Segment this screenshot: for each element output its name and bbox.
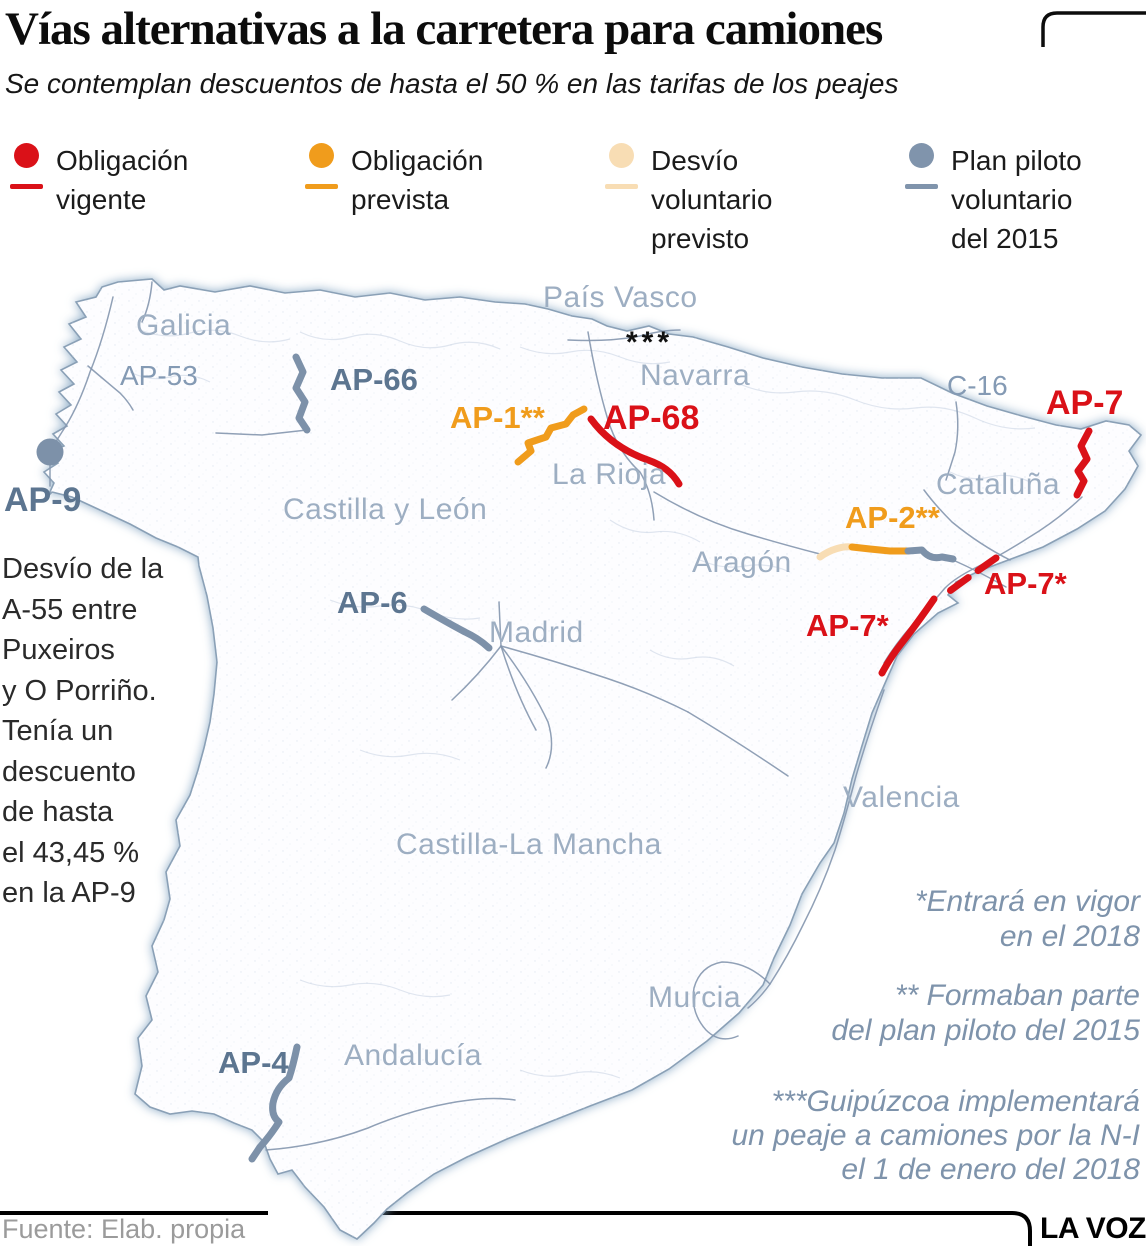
legend-dot-icon	[309, 143, 334, 168]
road-label-ap4: AP-4	[218, 1045, 289, 1080]
legend-dot-icon	[609, 143, 634, 168]
road-ap6-line	[420, 605, 493, 652]
road-label-ap6: AP-6	[337, 585, 408, 620]
road-label-c16: C-16	[947, 370, 1008, 401]
brand-logo: LA VOZ	[1040, 1212, 1146, 1245]
region-label-castilla-y-leon: Castilla y León	[283, 493, 488, 526]
region-label-madrid: Madrid	[489, 616, 584, 649]
annotation-line: descuento	[2, 755, 136, 788]
annotation-line: y O Porriño.	[2, 674, 157, 707]
region-label-andalucia: Andalucía	[344, 1039, 482, 1072]
region-label-galicia: Galicia	[136, 309, 232, 342]
ap9-annotation: Desvío de la A-55 entre Puxeiros y O Por…	[2, 549, 163, 914]
region-label-murcia: Murcia	[648, 981, 742, 1014]
region-label-aragon: Aragón	[692, 546, 792, 579]
legend-label: Obligación prevista	[351, 145, 484, 215]
legend-item-obligacion-vigente: Obligación vigente	[8, 141, 214, 219]
legend-dash-icon	[305, 184, 338, 189]
page-subtitle: Se contemplan descuentos de hasta el 50 …	[5, 68, 899, 99]
road-ap7-south-line	[878, 595, 938, 677]
region-label-castilla-la-mancha: Castilla-La Mancha	[396, 828, 662, 861]
footnote-line: en el 2018	[999, 920, 1140, 953]
region-label-navarra: Navarra	[640, 359, 751, 392]
region-label-valencia: Valencia	[843, 781, 960, 814]
footnote-line: del plan piloto del 2015	[831, 1014, 1140, 1047]
region-label-la-rioja: La Rioja	[552, 458, 667, 491]
region-label-cataluna: Cataluña	[936, 468, 1061, 501]
footnote-vigor-2018: *Entrará en vigor en el 2018	[915, 884, 1140, 954]
road-label-ap9: AP-9	[4, 481, 82, 519]
road-label-ap68: AP-68	[603, 399, 700, 437]
legend-dash-icon	[605, 184, 638, 189]
footnote-plan-piloto: ** Formaban parte del plan piloto del 20…	[831, 978, 1140, 1048]
road-label-ap2: AP-2**	[845, 500, 940, 535]
legend-label: Obligación vigente	[56, 145, 189, 215]
legend-item-obligacion-prevista: Obligación prevista	[303, 141, 509, 219]
header-bracket	[1041, 11, 1146, 47]
minor-roads	[49, 281, 1083, 1151]
annotation-line: de hasta	[2, 796, 114, 828]
footnote-line: ** Formaban parte	[894, 979, 1140, 1012]
road-ap4-line	[248, 1043, 301, 1163]
legend-label: Plan piloto voluntario del 2015	[951, 145, 1082, 254]
annotation-line: en la AP-9	[2, 877, 136, 909]
footer-rule-left	[0, 1211, 268, 1215]
legend-dot-icon	[909, 143, 934, 168]
legend-dash-icon	[905, 184, 938, 189]
road-ap68-line	[587, 415, 683, 488]
footnote-line: el 1 de enero del 2018	[841, 1153, 1140, 1186]
road-label-ap7-north: AP-7	[1046, 384, 1124, 422]
road-label-ap7-mid: AP-7*	[984, 566, 1067, 601]
highways	[36, 353, 1093, 1163]
source-credit: Fuente: Elab. propia	[2, 1214, 246, 1244]
annotation-line: A-55 entre	[2, 593, 138, 626]
page-title: Vías alternativas a la carretera para ca…	[5, 3, 883, 55]
guipuzcoa-asterisks-marker: ***	[626, 326, 674, 359]
annotation-line: Puxeiros	[2, 634, 115, 666]
road-ap7-north-line	[1073, 427, 1093, 499]
road-ap1-line	[514, 405, 588, 466]
annotation-line: Tenía un	[2, 715, 114, 747]
road-label-ap66: AP-66	[330, 362, 418, 397]
legend-dash-icon	[10, 184, 43, 189]
legend-label: Desvío voluntario previsto	[651, 145, 773, 254]
footer-rules	[368, 1211, 1032, 1246]
legend-dot-icon	[14, 143, 39, 168]
legend-item-desvio-voluntario: Desvío voluntario previsto	[603, 141, 809, 258]
road-label-ap53: AP-53	[120, 360, 198, 391]
road-label-ap1: AP-1**	[450, 400, 545, 435]
road-ap2-orange-segment	[848, 543, 912, 555]
footnote-line: *Entrará en vigor	[914, 885, 1140, 918]
road-ap2-gray-segment	[904, 546, 957, 563]
road-ap66-line	[292, 353, 311, 434]
footnote-guipuzcoa: ***Guipúzcoa implementará un peaje a cam…	[731, 1085, 1140, 1187]
road-ap7-mid-line	[939, 554, 1000, 600]
legend-item-plan-piloto: Plan piloto voluntario del 2015	[903, 141, 1109, 258]
footnote-line: un peaje a camiones por la N-I	[731, 1119, 1140, 1152]
footnote-line: ***Guipúzcoa implementará	[771, 1085, 1140, 1118]
ap9-marker-dot	[36, 438, 64, 466]
region-label-pais-vasco: País Vasco	[543, 281, 698, 314]
annotation-line: Desvío de la	[2, 553, 164, 585]
annotation-line: el 43,45 %	[2, 836, 140, 869]
road-label-ap7-south: AP-7*	[806, 608, 889, 643]
